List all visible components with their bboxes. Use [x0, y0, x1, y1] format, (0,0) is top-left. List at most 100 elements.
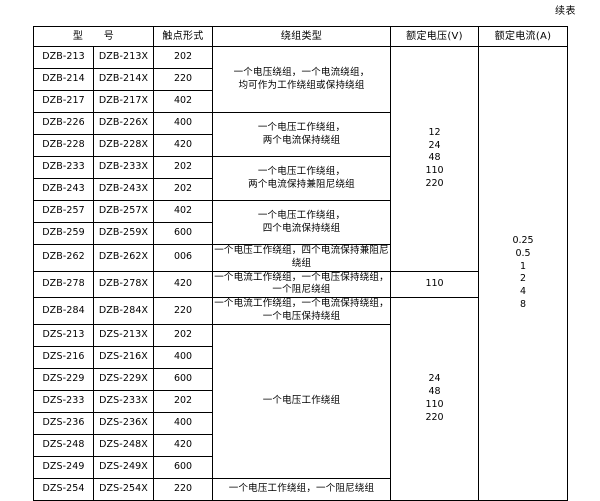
- cell-contact-form: 400: [153, 112, 214, 135]
- rated-voltage-value: 24: [428, 373, 441, 385]
- table-row: DZB-262 DZB-262X 006 一个电压工作绕组，四个电流保持兼阻尼绕组: [33, 244, 568, 272]
- cell-model-primary: DZB-284: [33, 297, 94, 325]
- cell-winding-type: 一个电流工作绕组，一个电压保持绕组，一个阻尼绕组: [212, 270, 392, 299]
- rated-voltage-value: 24: [428, 139, 441, 151]
- table-body: DZB-213 DZB-213X 202 一个电压绕组，一个电流绕组， 均可作为工作绕组…: [33, 46, 569, 501]
- page-root: 续表 型 号 触点形式 绕组类型 额定电压(V) 额定电流(A) DZB-213…: [32, 6, 576, 501]
- winding-type-line: 一个电压工作绕组，: [257, 165, 346, 177]
- cell-winding-type: 一个电流工作绕组，一个电流保持绕组，一个电压保持绕组: [212, 297, 392, 325]
- cell-contact-form: 420: [153, 134, 214, 157]
- table-row: DZB-213 DZB-213X 202 一个电压绕组，一个电流绕组， 均可作为工作绕组…: [33, 46, 569, 501]
- cell-winding-type: 一个电压工作绕组，一个阻尼绕组: [212, 477, 392, 501]
- cell-model-primary: DZB-226: [33, 112, 94, 135]
- rated-current-value: 4: [519, 286, 527, 298]
- cell-model-primary: DZS-254: [33, 477, 94, 501]
- table-row: DZB-259 DZB-259X 600: [33, 222, 568, 245]
- rated-current-value: 1: [519, 260, 527, 272]
- cell-model-primary: DZS-249: [33, 455, 94, 479]
- rated-voltage-value: 12: [428, 126, 441, 138]
- cell-contact-form: 202: [153, 46, 214, 69]
- table-header-row: 型 号 触点形式 绕组类型 额定电压(V) 额定电流(A): [32, 26, 569, 47]
- cell-rated-current: 0.25 0.5 1 2 4 8: [478, 46, 569, 501]
- table-row: DZB-228 DZB-228X 420: [33, 134, 568, 157]
- rated-voltage-value: 220: [425, 411, 444, 423]
- cell-contact-form: 220: [153, 68, 214, 91]
- cell-model-primary: DZB-228: [33, 134, 94, 157]
- winding-type-line: 一个电流工作绕组，一个电流保持绕组，一个电压保持绕组: [214, 298, 389, 323]
- cell-model-variant: DZB-278X: [92, 270, 155, 299]
- cell-rated-voltage: 24 48 110 220: [390, 297, 480, 501]
- cell-contact-form: 220: [153, 477, 214, 501]
- cell-model-primary: DZB-233: [33, 156, 94, 179]
- cell-contact-form: 202: [153, 156, 214, 179]
- rated-voltage-value: 48: [428, 152, 441, 164]
- table-row: DZS-229 DZS-229X 600: [33, 367, 568, 391]
- cell-model-primary: DZS-229: [33, 367, 94, 391]
- rated-voltage-value: 48: [428, 386, 441, 398]
- winding-type-line: 四个电流保持绕组: [262, 222, 341, 234]
- cell-model-variant: DZB-243X: [92, 178, 155, 201]
- cell-model-variant: DZS-236X: [92, 411, 155, 435]
- rated-voltage-value: 220: [425, 178, 444, 190]
- winding-type-line: 一个电压工作绕组，: [257, 209, 346, 221]
- cell-winding-type: 一个电压绕组，一个电流绕组， 均可作为工作绕组或保持绕组: [212, 46, 392, 113]
- cell-model-variant: DZB-262X: [92, 244, 155, 272]
- cell-contact-form: 220: [153, 297, 214, 325]
- cell-model-primary: DZB-243: [33, 178, 94, 201]
- column-header-rated-voltage: 额定电压(V): [390, 26, 480, 47]
- cell-model-variant: DZB-217X: [92, 90, 155, 113]
- cell-contact-form: 402: [153, 90, 214, 113]
- rated-voltage-stack: 110: [391, 278, 478, 291]
- winding-type-line: 均可作为工作绕组或保持绕组: [238, 79, 365, 91]
- cell-model-variant: DZB-284X: [92, 297, 155, 325]
- rated-voltage-value: 110: [425, 165, 444, 177]
- rated-voltage-stack: 24 48 110 220: [391, 373, 478, 424]
- cell-model-primary: DZB-214: [33, 68, 94, 91]
- cell-model-primary: DZB-278: [33, 270, 94, 299]
- table-row: DZB-257 DZB-257X 402 一个电压工作绕组， 四个电流保持绕组: [33, 200, 568, 245]
- cell-model-primary: DZS-213: [33, 323, 94, 347]
- rated-current-value: 0.25: [512, 235, 534, 246]
- winding-type-line: 一个电压工作绕组，四个电流保持兼阻尼绕组: [214, 245, 389, 269]
- winding-type-line: 一个电压工作绕组: [262, 394, 341, 406]
- table-row: DZB-243 DZB-243X 202: [33, 178, 568, 201]
- cell-model-primary: DZB-262: [33, 244, 94, 272]
- cell-model-primary: DZS-248: [33, 433, 94, 457]
- cell-rated-voltage: 110: [390, 270, 480, 299]
- rated-current-value: 0.5: [515, 247, 531, 259]
- rated-current-stack: 0.25 0.5 1 2 4 8: [479, 235, 567, 312]
- table-row: DZB-233 DZB-233X 202 一个电压工作绕组， 两个电流保持兼阻尼绕组: [33, 156, 568, 201]
- column-header-winding-type: 绕组类型: [212, 26, 392, 47]
- cell-contact-form: 420: [153, 433, 214, 457]
- cell-model-variant: DZS-233X: [92, 389, 155, 413]
- continued-table-label: 续表: [555, 6, 576, 17]
- cell-contact-form: 006: [153, 244, 214, 272]
- winding-type-line: 两个电流保持绕组: [262, 134, 341, 146]
- column-header-model: 型 号: [32, 26, 155, 47]
- cell-model-primary: DZB-213: [33, 46, 94, 69]
- cell-winding-type: 一个电压工作绕组，四个电流保持兼阻尼绕组: [212, 244, 392, 272]
- winding-type-line: 一个电流工作绕组，一个电压保持绕组，一个阻尼绕组: [214, 271, 389, 296]
- table-row: DZB-214 DZB-214X 220: [33, 68, 568, 91]
- cell-winding-type: 一个电压工作绕组， 四个电流保持绕组: [212, 200, 392, 245]
- cell-model-variant: DZS-229X: [92, 367, 155, 391]
- cell-model-variant: DZB-226X: [92, 112, 155, 135]
- cell-model-primary: DZS-216: [33, 345, 94, 369]
- cell-rated-voltage: 12 24 48 110 220: [390, 46, 480, 272]
- cell-contact-form: 400: [153, 411, 214, 435]
- cell-model-variant: DZB-213X: [92, 46, 155, 69]
- cell-model-primary: DZS-236: [33, 411, 94, 435]
- cell-winding-type: 一个电压工作绕组: [212, 323, 392, 479]
- cell-model-primary: DZB-259: [33, 222, 94, 245]
- rated-voltage-value: 110: [425, 399, 444, 411]
- winding-type-line: 两个电流保持兼阻尼绕组: [248, 178, 355, 190]
- winding-type-line: 一个电压工作绕组，: [257, 121, 346, 133]
- specification-table: 型 号 触点形式 绕组类型 额定电压(V) 额定电流(A) DZB-213 DZB…: [32, 26, 569, 501]
- rated-current-value: 2: [519, 273, 527, 285]
- cell-model-variant: DZS-254X: [92, 477, 155, 501]
- cell-model-variant: DZB-228X: [92, 134, 155, 157]
- cell-contact-form: 202: [153, 178, 214, 201]
- rated-voltage-value: 110: [425, 278, 444, 290]
- cell-model-variant: DZB-214X: [92, 68, 155, 91]
- winding-type-line: 一个电压工作绕组，一个阻尼绕组: [228, 482, 375, 494]
